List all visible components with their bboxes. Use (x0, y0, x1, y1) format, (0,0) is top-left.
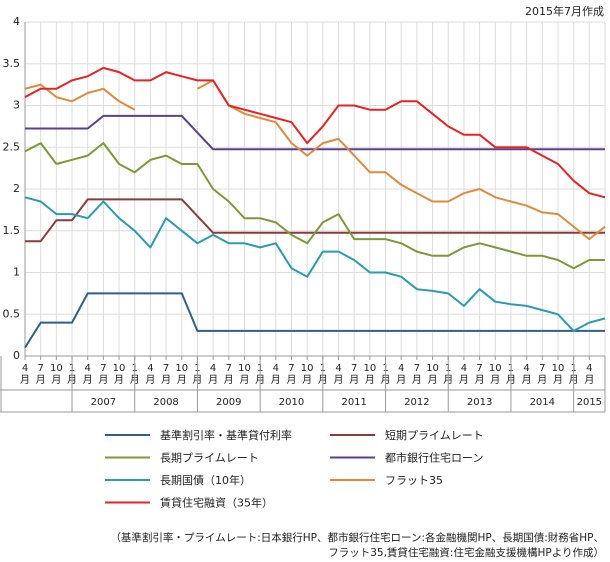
year-label: 2007 (91, 397, 116, 408)
year-label: 2015 (577, 397, 602, 408)
y-tick-label: 3 (13, 99, 20, 112)
y-tick-label: 0.5 (3, 307, 21, 320)
x-tick-label: 10 月 (238, 363, 251, 386)
legend-label: 都市銀行住宅ローン (385, 451, 483, 465)
y-tick-label: 3.5 (3, 57, 21, 70)
series-line (24, 196, 606, 332)
year-label: 2008 (153, 397, 178, 408)
series-line (25, 114, 605, 151)
y-tick-label: 2 (13, 182, 20, 195)
x-tick-label: 10 月 (113, 363, 126, 386)
year-label: 2012 (404, 397, 429, 408)
x-tick-label: 10 月 (363, 363, 376, 386)
legend-label: フラット35 (385, 474, 443, 487)
y-tick-label: 4 (13, 15, 20, 28)
legend-label: 長期プライムレート (160, 452, 259, 465)
series-line (24, 66, 606, 199)
year-label: 2010 (279, 397, 304, 408)
x-tick-label: 10 月 (301, 363, 314, 386)
y-tick-label: 2.5 (3, 140, 21, 153)
legend-label: 賃貸住宅融資（35年） (160, 496, 273, 510)
legend-label: 長期国債（10年） (160, 473, 251, 487)
series-line (24, 142, 605, 270)
series-line (24, 292, 605, 349)
x-tick-label: 10 月 (426, 363, 439, 386)
x-tick-label: 10 月 (175, 363, 188, 386)
y-tick-label: 0 (13, 349, 20, 362)
source-note: （基準割引率・プライムレート:日本銀行HP、都市銀行住宅ローン:各金融機関HP、… (110, 531, 604, 544)
x-tick-label: 10 月 (489, 363, 502, 386)
year-label: 2011 (341, 397, 366, 408)
year-label: 2009 (216, 397, 241, 408)
y-tick-label: 1.5 (3, 224, 21, 237)
series-line (25, 198, 605, 243)
year-label: 2013 (467, 397, 492, 408)
y-tick-label: 1 (13, 266, 20, 279)
source-note: フラット35,賃貸住宅融資:住宅金融支援機構HPより作成） (328, 546, 604, 559)
year-label: 2014 (530, 397, 555, 408)
x-tick-label: 10 月 (552, 363, 565, 386)
legend-label: 短期プライムレート (385, 428, 484, 442)
x-tick-label: 10 月 (50, 363, 63, 386)
legend-label: 基準割引率・基準貸付利率 (160, 428, 292, 442)
series-line (24, 79, 606, 241)
chart-subtitle: 2015年7月作成 (525, 4, 604, 18)
